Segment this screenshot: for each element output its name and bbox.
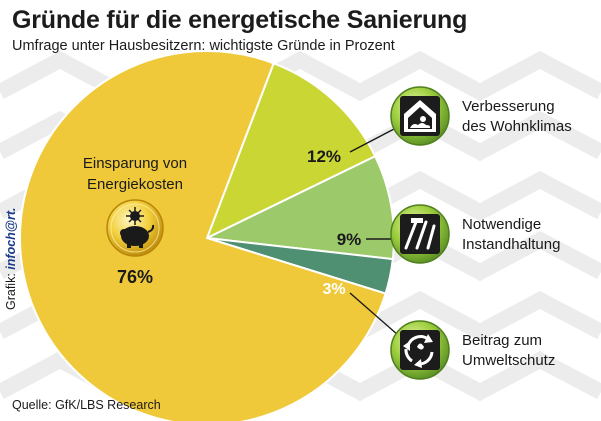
legend-item-umweltschutz: Beitrag zum Umweltschutz — [462, 331, 555, 371]
recycle-icon — [390, 320, 450, 380]
legend-label-line2: Instandhaltung — [462, 236, 561, 253]
slice-label-energiekosten-line2: Energiekosten — [87, 176, 183, 193]
source-note: Quelle: GfK/LBS Research — [12, 398, 161, 412]
piggy-bank-icon — [106, 199, 164, 257]
chart-title: Gründe für die energetische Sanierung — [12, 6, 468, 34]
value-label-instandhaltung: 9% — [337, 230, 362, 249]
credit-brand: infoch@rt. — [4, 207, 18, 270]
legend-label-line2: des Wohnklimas — [462, 118, 572, 135]
value-label-umweltschutz: 3% — [322, 281, 345, 298]
legend-item-instandhaltung: Notwendige Instandhaltung — [462, 215, 560, 255]
legend-label-line1: Notwendige — [462, 216, 542, 233]
value-label-energiekosten: 76% — [117, 267, 153, 287]
credit-prefix: Grafik: — [4, 273, 18, 310]
legend-label-line1: Verbesserung — [462, 98, 555, 115]
pie-slice-1 — [19, 50, 387, 421]
connector-line-wohnklima — [349, 127, 397, 153]
graphic-credit: Grafik: infoch@rt. — [4, 208, 18, 310]
pie-slice-3 — [203, 154, 396, 261]
slice-label-energiekosten-line1: Einsparung von — [83, 155, 187, 172]
legend-label-line1: Beitrag zum — [462, 332, 543, 349]
chart-subtitle: Umfrage unter Hausbesitzern: wichtigste … — [12, 38, 395, 54]
value-label-wohnklima: 12% — [307, 147, 341, 166]
house-climate-icon — [390, 86, 450, 146]
legend-label-line2: Umweltschutz — [462, 352, 556, 369]
tools-icon — [390, 204, 450, 264]
pie-slice-2 — [205, 61, 377, 241]
legend-item-wohnklima: Verbesserung des Wohnklimas — [462, 97, 572, 137]
connector-line-umweltschutz — [349, 292, 399, 336]
